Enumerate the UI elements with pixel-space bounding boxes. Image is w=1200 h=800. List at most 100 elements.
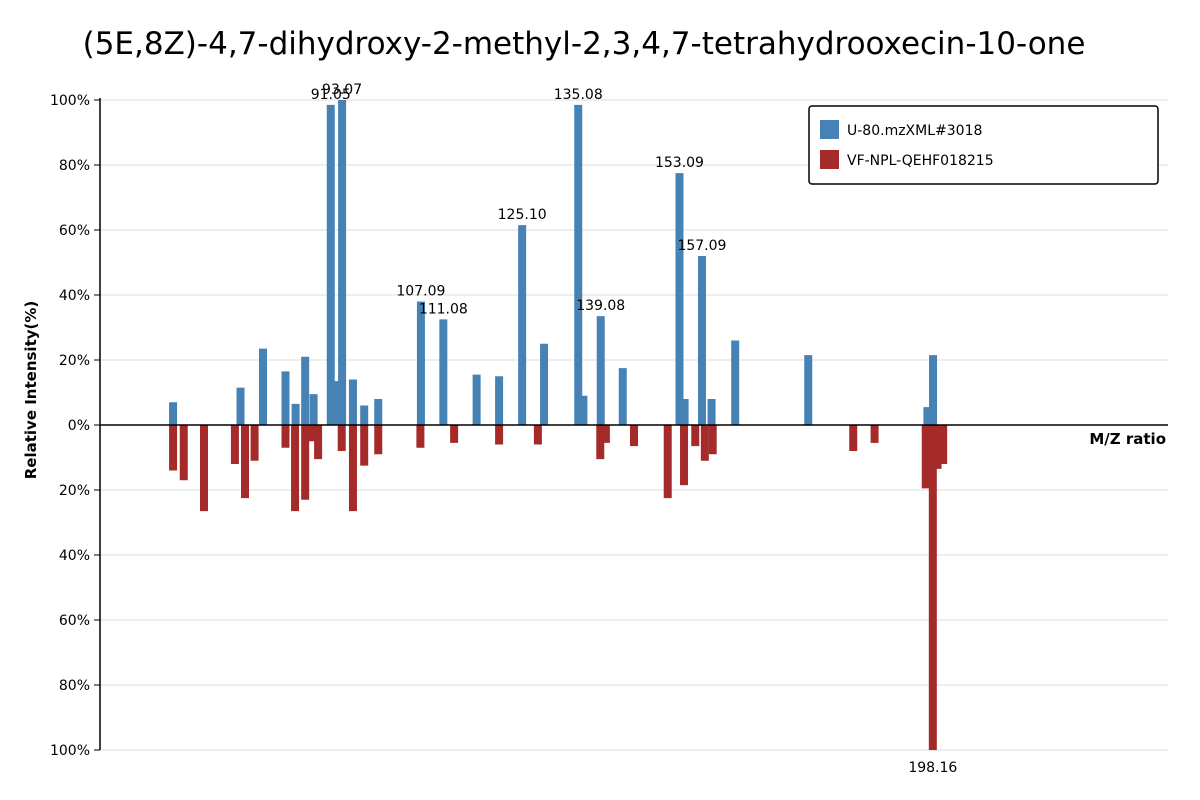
query-peak-bar — [574, 104, 583, 425]
legend-box — [808, 105, 1159, 185]
reference-peak-bar — [348, 425, 357, 512]
grid-lines — [100, 99, 1168, 751]
chart-title: (5E,8Z)-4,7-dihydroxy-2-methyl-2,3,4,7-t… — [82, 26, 1086, 62]
query-peak-bar — [169, 402, 178, 425]
query-peak-bar — [540, 343, 549, 425]
reference-peak-bar — [308, 425, 317, 442]
legend-label-series-1: U-80.mzXML#3018 — [847, 123, 982, 139]
y-tick-label: 100% — [50, 743, 90, 759]
query-peak-bar — [579, 395, 588, 425]
query-peak-bar — [596, 316, 605, 425]
reference-peak-bar — [374, 425, 383, 455]
y-tick-label: 40% — [59, 548, 90, 564]
spectrum-bars — [169, 100, 948, 750]
query-peak-bar — [236, 387, 245, 425]
y-tick-label: 60% — [59, 223, 90, 239]
reference-peak-bar — [360, 425, 369, 466]
query-peak-bar — [697, 256, 706, 425]
reference-peak-bar — [870, 425, 879, 443]
reference-peak-bar — [250, 425, 259, 461]
query-peak-bar — [707, 399, 716, 425]
reference-peak-bar — [849, 425, 858, 451]
reference-peak-bar — [241, 425, 250, 499]
peak-label: 107.09 — [396, 284, 445, 300]
reference-peak-bar — [169, 425, 178, 471]
peak-label: 111.08 — [419, 301, 468, 317]
query-peak-bar — [680, 399, 689, 425]
query-peak-bar — [472, 374, 481, 425]
y-tick-label: 20% — [59, 353, 90, 369]
peak-label: 153.09 — [655, 155, 704, 171]
reference-peak-bar — [933, 425, 942, 469]
query-peak-bar — [360, 405, 369, 425]
y-axis-label: Relative Intensity(%) — [22, 301, 40, 480]
reference-peak-bar — [291, 425, 300, 512]
axes — [99, 98, 1168, 750]
query-peak-bar — [291, 403, 300, 425]
reference-peak-bar — [630, 425, 638, 447]
reference-peak-bar — [596, 425, 605, 460]
legend-label-series-2: VF-NPL-QEHF018215 — [847, 153, 994, 169]
reference-peak-bar — [601, 425, 610, 443]
peak-label: 125.10 — [498, 207, 547, 223]
query-peak-bar — [309, 394, 318, 425]
y-tick-label: 40% — [59, 288, 90, 304]
reference-peak-bar — [939, 425, 948, 464]
reference-peak-bar — [281, 425, 290, 448]
reference-peak-bar — [663, 425, 672, 499]
query-peak-bar — [675, 173, 684, 425]
query-peak-bar — [518, 225, 527, 425]
query-peak-bar — [439, 319, 448, 425]
y-tick-label: 80% — [59, 678, 90, 694]
legend: U-80.mzXML#3018 VF-NPL-QEHF018215 — [808, 105, 1159, 185]
peak-label: 198.16 — [908, 760, 957, 776]
reference-peak-bar — [416, 425, 425, 448]
reference-peak-bar — [680, 425, 689, 486]
peak-label: 157.09 — [677, 238, 726, 254]
query-peak-bar — [618, 368, 627, 425]
reference-peak-bar — [301, 425, 310, 500]
y-tick-label: 0% — [68, 418, 90, 434]
query-peak-bar — [923, 407, 932, 425]
query-peak-bar — [301, 356, 310, 425]
reference-peak-bar — [495, 425, 504, 445]
legend-swatch-series-2 — [820, 150, 839, 169]
reference-peak-bar — [928, 425, 937, 750]
reference-peak-bar — [700, 425, 709, 461]
query-peak-bar — [348, 379, 357, 425]
peak-label: 93.07 — [322, 82, 362, 98]
peak-label: 135.08 — [554, 87, 603, 103]
y-tick-label: 100% — [50, 93, 90, 109]
query-peak-bar — [731, 340, 740, 425]
query-peak-bar — [374, 399, 383, 425]
query-peak-bar — [332, 381, 341, 425]
reference-peak-bar — [921, 425, 930, 489]
reference-peak-bar — [230, 425, 239, 464]
y-tick-label: 20% — [59, 483, 90, 499]
reference-peak-bar — [179, 425, 188, 481]
peak-label: 139.08 — [576, 298, 625, 314]
query-peak-bar — [929, 355, 938, 425]
y-tick-label: 60% — [59, 613, 90, 629]
reference-peak-bar — [533, 425, 542, 445]
y-tick-labels: 100% 80% 60% 40% 20% 0% 20% 40% 60% 80% 100% — [50, 93, 100, 759]
query-peak-bar — [495, 376, 504, 425]
reference-peak-bar — [450, 425, 459, 443]
reference-peak-bar — [691, 425, 700, 447]
reference-peak-bar — [337, 425, 346, 451]
query-peak-bar — [416, 301, 425, 425]
peak-label: 91.05 — [311, 87, 351, 103]
query-peak-bar — [804, 355, 813, 425]
reference-peak-bar — [708, 425, 717, 455]
reference-peak-bar — [199, 425, 208, 512]
x-axis-label: M/Z ratio — [1089, 430, 1166, 448]
query-peak-bar — [281, 371, 290, 425]
query-peak-bar — [259, 348, 268, 425]
y-tick-label: 80% — [59, 158, 90, 174]
legend-swatch-series-1 — [820, 120, 839, 139]
reference-peak-bar — [314, 425, 323, 460]
query-peak-bar — [338, 100, 347, 425]
query-peak-bar — [326, 104, 335, 425]
